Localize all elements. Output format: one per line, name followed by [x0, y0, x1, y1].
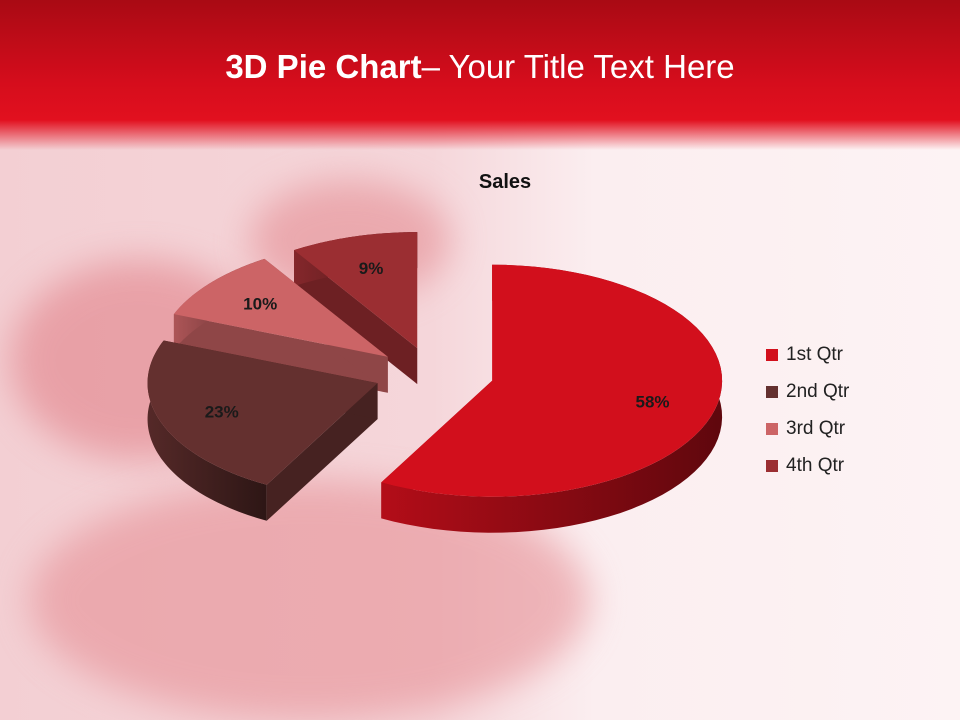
data-label: 58% [635, 392, 669, 411]
title-rest: – Your Title Text Here [421, 48, 735, 85]
slice-side-wall [266, 383, 378, 521]
legend-item: 4th Qtr [766, 447, 849, 484]
legend-item: 2nd Qtr [766, 373, 849, 410]
pie-slice-1: 58% [381, 264, 723, 533]
legend-item: 3rd Qtr [766, 410, 849, 447]
legend-label: 1st Qtr [786, 343, 844, 365]
slice-top [147, 340, 378, 485]
data-label: 23% [205, 402, 239, 421]
legend-swatch [766, 422, 778, 435]
chart-title: Sales [479, 171, 531, 193]
slice-outer-wall [147, 340, 267, 521]
legend-swatch [766, 348, 778, 361]
slide-title: 3D Pie Chart– Your Title Text Here [0, 48, 960, 86]
slice-top [294, 232, 418, 349]
pie-slice-3: 10% [173, 258, 388, 393]
slice-side-wall [173, 314, 388, 393]
legend-swatch [766, 459, 778, 472]
title-bold: 3D Pie Chart [225, 48, 422, 85]
chart-legend: 1st Qtr 2nd Qtr 3rd Qtr 4th Qtr [766, 336, 849, 484]
slice-side-wall [294, 250, 418, 385]
data-label: 10% [243, 295, 277, 314]
pie-slice-4: 9% [294, 232, 418, 385]
legend-swatch [766, 385, 778, 398]
slice-top [173, 258, 388, 357]
slice-outer-wall [381, 264, 723, 533]
legend-label: 4th Qtr [786, 454, 845, 476]
slice-top [381, 264, 723, 497]
legend-label: 3rd Qtr [786, 417, 846, 439]
pie-slices: 9% 10% 23% 58% [147, 232, 723, 533]
slide-header [0, 0, 960, 150]
data-label: 9% [359, 259, 384, 278]
legend-label: 2nd Qtr [786, 380, 850, 402]
pie-slice-2: 23% [147, 340, 378, 521]
legend-item: 1st Qtr [766, 336, 849, 373]
